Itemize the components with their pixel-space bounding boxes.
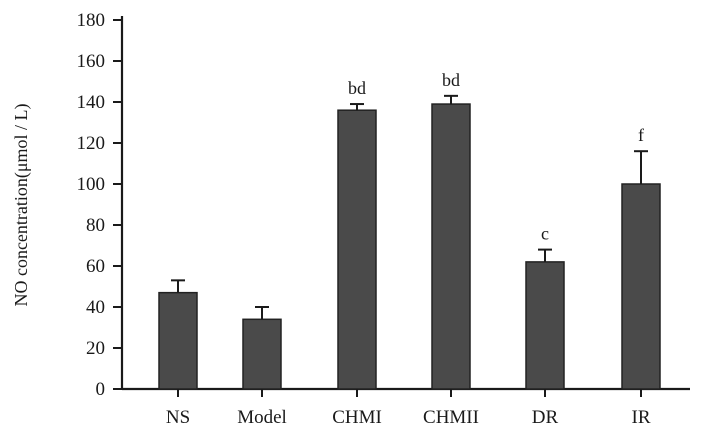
annotation-label: f [638,125,644,145]
y-tick-label: 100 [77,174,106,195]
y-tick-label: 120 [77,133,106,154]
bars [158,103,661,390]
bar-ns [158,291,198,390]
y-tick-label: 20 [86,338,105,359]
error-bars [171,94,648,320]
annotation-label: bd [442,70,460,90]
y-ticks: 0 20 40 60 80 100 120 140 160 180 [77,10,122,400]
y-tick-label: 60 [86,256,105,277]
y-axis-title-group: NO concentration(μmol / L) [11,103,32,306]
y-axis-title: NO concentration(μmol / L) [11,103,32,306]
annotations: bd bd c f [348,70,644,244]
x-ticks: NS Model CHMI CHMII DR IR [166,389,651,428]
y-tick-label: 180 [77,10,106,31]
annotation-label: bd [348,78,366,98]
bar-chmi [337,109,377,390]
y-tick-label: 160 [77,51,106,72]
x-tick-label: DR [532,407,559,428]
x-tick-label: CHMI [332,407,382,428]
bar-ir [621,183,661,390]
x-tick-label: CHMII [423,407,479,428]
y-tick-label: 40 [86,297,105,318]
bar-model [242,318,282,390]
x-tick-label: NS [166,407,190,428]
annotation-label: c [541,224,549,244]
bar-dr [525,261,565,390]
axes [120,16,690,391]
x-tick-label: Model [237,407,287,428]
y-tick-label: 140 [77,92,106,113]
bar-chmii [431,103,471,390]
x-tick-label: IR [632,407,651,428]
y-tick-label: 0 [96,379,106,400]
y-tick-label: 80 [86,215,105,236]
